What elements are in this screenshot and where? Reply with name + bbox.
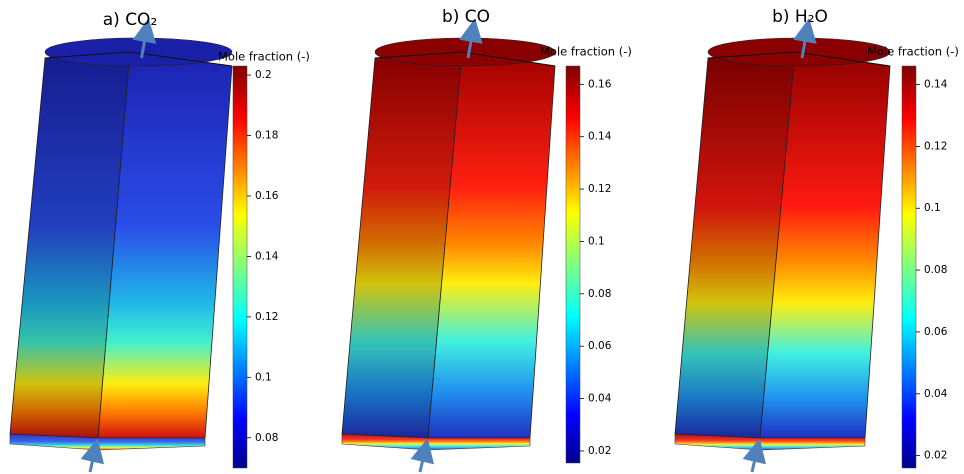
colorbar-tick-label: 0.04	[924, 388, 948, 400]
cylinder-left-shade	[675, 52, 795, 438]
colorbar-tick-label: 0.14	[255, 250, 279, 262]
colorbar-tick-label: 0.06	[924, 326, 948, 338]
inlet-arrow	[80, 438, 105, 473]
cylinder-bottom-rim	[9, 433, 206, 451]
colorbar-tick-label: 0.1	[588, 235, 605, 247]
panel-title: b) H₂O	[772, 7, 828, 27]
colorbar-label: Mole fraction (-)	[867, 45, 959, 59]
colorbar-tick-label: 0.14	[924, 79, 948, 91]
colorbar-tick-label: 0.16	[588, 78, 612, 90]
colorbar-tick-label: 0.12	[588, 183, 611, 195]
colorbar-tick-label: 0.08	[924, 264, 947, 276]
cylinder-top-wedge	[44, 51, 233, 67]
outlet-arrow	[459, 18, 483, 59]
colorbar-tick-label: 0.18	[255, 130, 278, 142]
colorbar-label: Mole fraction (-)	[540, 45, 632, 59]
colorbar-tick-label: 0.12	[255, 311, 278, 323]
colorbar-tick-label: 0.2	[255, 69, 272, 81]
colorbar-tick-label: 0.16	[255, 190, 279, 202]
colorbar-tick-label: 0.02	[588, 445, 611, 457]
colorbar-tick-label: 0.02	[924, 450, 947, 462]
cylinder-left-shade	[342, 52, 462, 438]
colorbar-tick-label: 0.04	[588, 393, 612, 405]
outlet-arrow	[793, 18, 817, 59]
colorbar-tick-label: 0.12	[924, 140, 947, 152]
panel-title: b) CO	[442, 7, 490, 27]
cylinder-bottom-rim	[674, 433, 866, 451]
colorbar-label: Mole fraction (-)	[218, 50, 310, 64]
cylinder-top-wedge	[707, 51, 891, 67]
colorbar	[901, 65, 917, 469]
colorbar-tick-label: 0.06	[588, 340, 612, 352]
colorbar-tick-label: 0.14	[588, 131, 612, 143]
cylinder-bottom-rim	[341, 433, 531, 451]
colorbar-tick-label: 0.08	[255, 432, 278, 444]
inlet-arrow	[410, 438, 435, 473]
panel-title: a) CO₂	[103, 10, 158, 30]
colorbar	[565, 65, 581, 464]
colorbar-tick-label: 0.1	[924, 202, 941, 214]
colorbar-tick-label: 0.1	[255, 371, 272, 383]
outlet-arrow	[132, 18, 157, 59]
colorbar	[232, 65, 248, 469]
cylinder-top-wedge	[374, 51, 556, 67]
cylinder-left-shade	[10, 52, 130, 438]
inlet-arrow	[742, 438, 767, 473]
colorbar-tick-label: 0.08	[588, 288, 611, 300]
